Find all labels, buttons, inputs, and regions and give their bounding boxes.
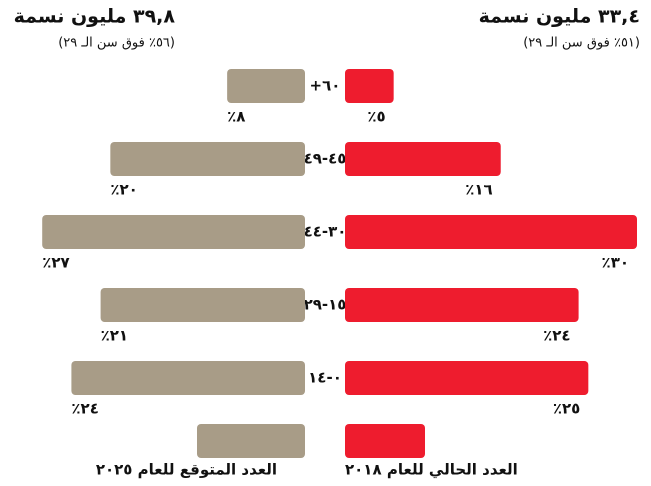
category-label: ٣٠-٤٤: [304, 223, 347, 241]
value-label: ٣٠٪: [602, 254, 629, 272]
legend-label: العدد المتوقع للعام ٢٠٢٥: [96, 461, 277, 479]
category-label: ٦٠+: [310, 77, 341, 95]
bar: [345, 142, 501, 176]
bar: [345, 361, 589, 395]
category-label: ١٥-٢٩: [304, 296, 347, 314]
bar: [345, 288, 579, 322]
value-label: ٢٧٪: [42, 254, 69, 272]
bar: [227, 69, 305, 103]
legend-label: العدد الحالي للعام ٢٠١٨: [345, 461, 518, 479]
bar: [71, 361, 306, 395]
bar: [100, 288, 305, 322]
category-label: ٠-١٤: [308, 369, 342, 387]
category-label: ٤٥-٤٩: [304, 150, 347, 168]
legend-swatch: [345, 424, 425, 458]
bar: [345, 69, 394, 103]
bar: [345, 215, 637, 249]
value-label: ١٦٪: [465, 181, 492, 199]
header-title: ٣٣,٤ مليون نسمة: [479, 6, 640, 28]
bar: [42, 215, 305, 249]
value-label: ٥٪: [367, 108, 385, 126]
value-label: ٢٠٪: [110, 181, 137, 199]
header-subtitle: (٥١٪ فوق سن الـ ٢٩): [523, 36, 640, 51]
value-label: ٢٤٪: [543, 327, 570, 345]
bar: [110, 142, 305, 176]
value-label: ٢٤٪: [71, 400, 98, 418]
value-label: ٢١٪: [101, 327, 128, 345]
value-label: ٢٥٪: [553, 400, 580, 418]
value-label: ٨٪: [227, 108, 245, 126]
legend-swatch: [197, 424, 305, 458]
header-title: ٣٩,٨ مليون نسمة: [14, 6, 176, 28]
header-subtitle: (٥٦٪ فوق سن الـ ٢٩): [58, 36, 175, 51]
